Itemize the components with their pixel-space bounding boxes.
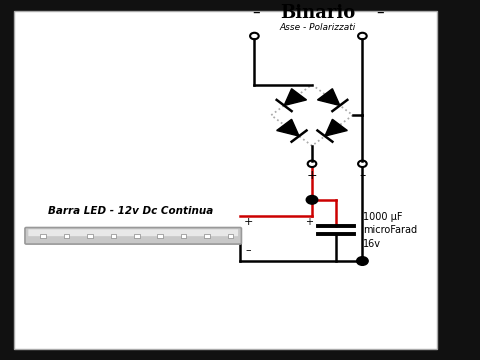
Text: –: –: [252, 5, 259, 20]
Text: –: –: [246, 245, 252, 255]
Bar: [180, 234, 186, 238]
Bar: [64, 234, 70, 238]
Text: +: +: [307, 169, 317, 182]
Bar: [40, 234, 46, 238]
Text: 1000 µF
microFarad
16v: 1000 µF microFarad 16v: [363, 212, 417, 249]
Bar: [134, 234, 140, 238]
Bar: [110, 234, 116, 238]
Bar: [157, 234, 163, 238]
Text: –: –: [359, 169, 366, 182]
Text: Binario: Binario: [280, 4, 356, 22]
Text: +: +: [305, 217, 313, 227]
Bar: [87, 234, 93, 238]
Polygon shape: [325, 119, 348, 136]
Text: Barra LED - 12v Dc Continua: Barra LED - 12v Dc Continua: [48, 206, 213, 216]
Polygon shape: [317, 89, 340, 105]
Text: –: –: [377, 5, 384, 20]
Text: +: +: [244, 217, 253, 227]
FancyBboxPatch shape: [14, 11, 437, 349]
FancyBboxPatch shape: [25, 228, 241, 244]
FancyBboxPatch shape: [28, 229, 238, 236]
Circle shape: [306, 195, 318, 204]
Bar: [228, 234, 233, 238]
Polygon shape: [284, 89, 307, 105]
Bar: [204, 234, 210, 238]
Text: Asse - Polarizzati: Asse - Polarizzati: [280, 22, 356, 31]
Circle shape: [357, 257, 368, 265]
Polygon shape: [276, 119, 299, 136]
